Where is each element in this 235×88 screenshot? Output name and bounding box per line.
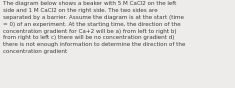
Text: The diagram below shows a beaker with 5 M CaCl2 on the left
side and 1 M CaCl2 o: The diagram below shows a beaker with 5 … xyxy=(3,1,185,54)
